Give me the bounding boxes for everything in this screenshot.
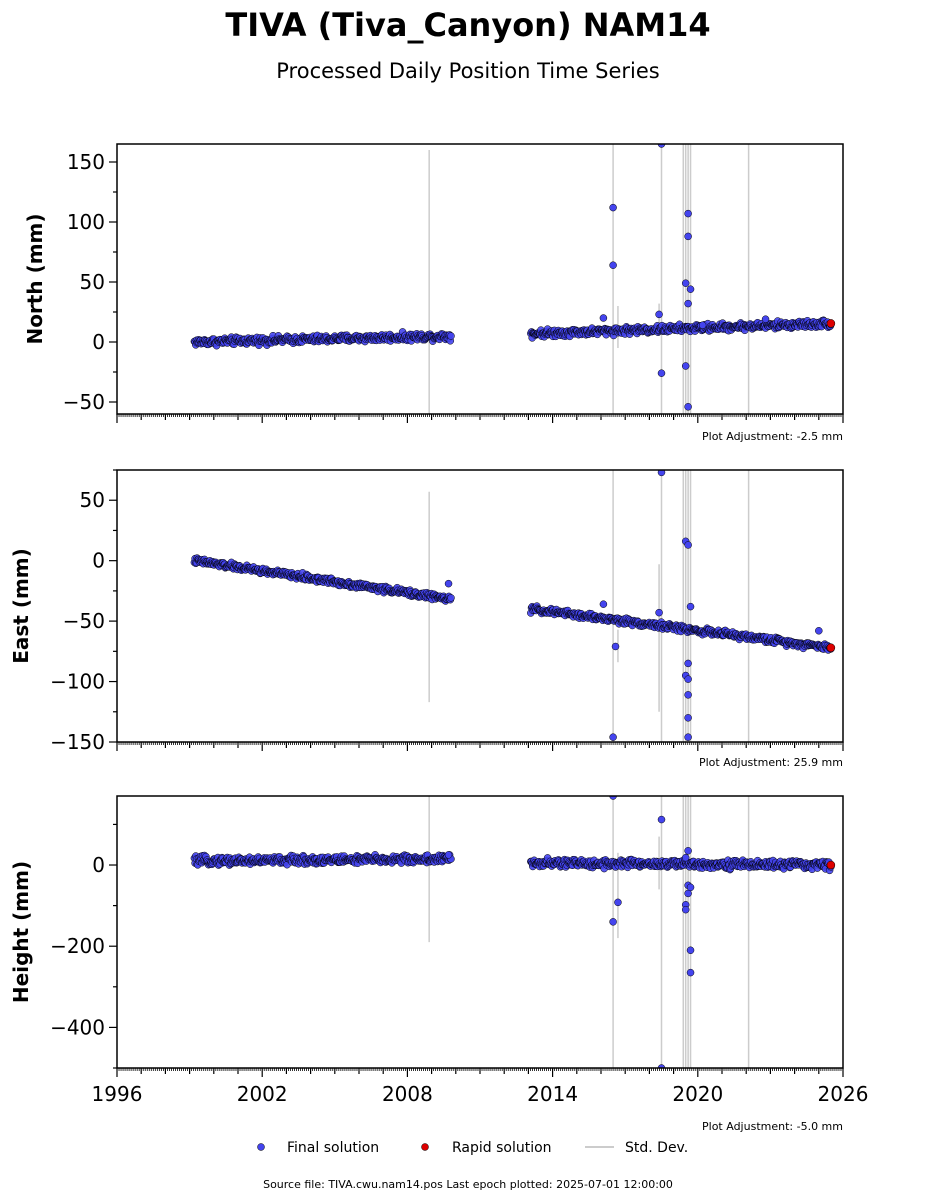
y-tick-label: 50	[80, 488, 105, 512]
final-solution-point	[684, 691, 692, 699]
y-tick-label: 0	[92, 853, 105, 877]
legend-rapid-label: Rapid solution	[452, 1140, 552, 1156]
final-solution-point	[447, 332, 455, 340]
figure-title: TIVA (Tiva_Canyon) NAM14	[225, 6, 710, 44]
east-plot-area	[190, 470, 836, 742]
final-solution-point	[609, 796, 617, 800]
rapid-solution-point	[826, 643, 836, 652]
final-solution-point	[609, 918, 617, 926]
legend-final-label: Final solution	[287, 1140, 379, 1156]
final-solution-point	[657, 144, 666, 148]
final-solution-point	[686, 602, 695, 611]
y-tick-label: 100	[67, 210, 105, 234]
y-tick-label: −100	[50, 670, 105, 694]
final-solution-point	[599, 600, 608, 608]
x-tick-label: 2014	[527, 1082, 578, 1106]
east-plot-adjustment: Plot Adjustment: 25.9 mm	[699, 756, 843, 769]
final-solution-point	[684, 733, 692, 741]
final-solution-point	[611, 642, 620, 651]
height-axes-frame	[116, 795, 844, 1069]
final-solution-point	[444, 851, 453, 859]
final-solution-point	[681, 905, 690, 914]
final-solution-point	[684, 541, 692, 549]
final-solution-point	[657, 815, 666, 824]
x-tick-label: 2002	[237, 1082, 288, 1106]
final-solution-point	[684, 847, 692, 855]
final-solution-point	[684, 659, 692, 668]
y-tick-label: −200	[50, 934, 105, 958]
legend-final-marker	[257, 1143, 265, 1151]
final-solution-point	[684, 675, 692, 683]
final-solution-point	[657, 1064, 666, 1068]
height-plot-adjustment: Plot Adjustment: -5.0 mm	[702, 1120, 843, 1133]
final-solution-point	[686, 946, 695, 955]
height-y-axis-label: Height (mm)	[9, 861, 33, 1003]
north-axes-frame	[116, 143, 844, 415]
north-plot-area	[190, 144, 836, 414]
north-plot-adjustment: Plot Adjustment: -2.5 mm	[702, 430, 843, 443]
x-tick-label: 2026	[818, 1082, 869, 1106]
final-solution-point	[655, 310, 663, 319]
legend-rapid-marker	[421, 1143, 429, 1151]
rapid-solution-point	[826, 860, 836, 870]
final-solution-point	[684, 299, 692, 308]
final-solution-point	[609, 203, 617, 212]
north-panel: −50 0 50 100 150 North (mm) Plot Adjustment: -…	[23, 143, 844, 443]
final-solution-point	[447, 594, 455, 602]
final-solution-point	[686, 883, 695, 892]
figure-subtitle: Processed Daily Position Time Series	[276, 59, 660, 83]
y-tick-label: 0	[92, 549, 105, 573]
rapid-solution-point	[826, 319, 836, 328]
final-solution-point	[686, 968, 695, 977]
final-solution-point	[684, 209, 692, 218]
final-solution-point	[657, 470, 666, 477]
y-tick-label: −50	[63, 390, 105, 414]
north-y-axis-label: North (mm)	[23, 213, 47, 344]
legend-std-label: Std. Dev.	[625, 1140, 688, 1156]
y-tick-label: 150	[67, 150, 105, 174]
final-solution-point	[686, 285, 695, 293]
y-tick-label: −400	[50, 1015, 105, 1039]
y-tick-label: −150	[50, 730, 105, 754]
final-solution-point	[681, 279, 690, 287]
height-panel: −400 −200 0 1996 2002 2008 2014 2020 2026 Height …	[9, 795, 869, 1133]
final-solution-point	[684, 232, 692, 241]
east-panel: −150 −100 −50 0 50 East (mm) Plot Adjustment: …	[9, 469, 844, 769]
final-solution-point	[657, 369, 666, 377]
y-tick-label: 50	[80, 270, 105, 294]
final-solution-point	[609, 733, 617, 741]
final-solution-point	[681, 362, 690, 370]
final-solution-point	[698, 321, 707, 329]
y-tick-label: −50	[63, 609, 105, 633]
final-solution-point	[599, 314, 608, 322]
final-solution-point	[681, 853, 690, 862]
source-note: Source file: TIVA.cwu.nam14.pos Last epo…	[263, 1178, 673, 1191]
final-solution-point	[614, 898, 622, 907]
legend: Final solution Rapid solution Std. Dev.	[257, 1140, 688, 1156]
final-solution-point	[609, 261, 617, 269]
final-solution-point	[684, 714, 692, 722]
final-solution-point	[684, 403, 692, 411]
final-solution-point	[444, 579, 453, 588]
final-solution-point	[761, 315, 770, 323]
x-tick-label: 2008	[382, 1082, 433, 1106]
y-tick-label: 0	[92, 330, 105, 354]
east-y-axis-label: East (mm)	[9, 548, 33, 664]
height-plot-area	[190, 796, 836, 1068]
x-tick-label: 1996	[92, 1082, 143, 1106]
final-solution-point	[815, 627, 823, 635]
east-axes-frame	[116, 469, 844, 743]
final-solution-point	[655, 608, 663, 617]
x-tick-label: 2020	[672, 1082, 723, 1106]
